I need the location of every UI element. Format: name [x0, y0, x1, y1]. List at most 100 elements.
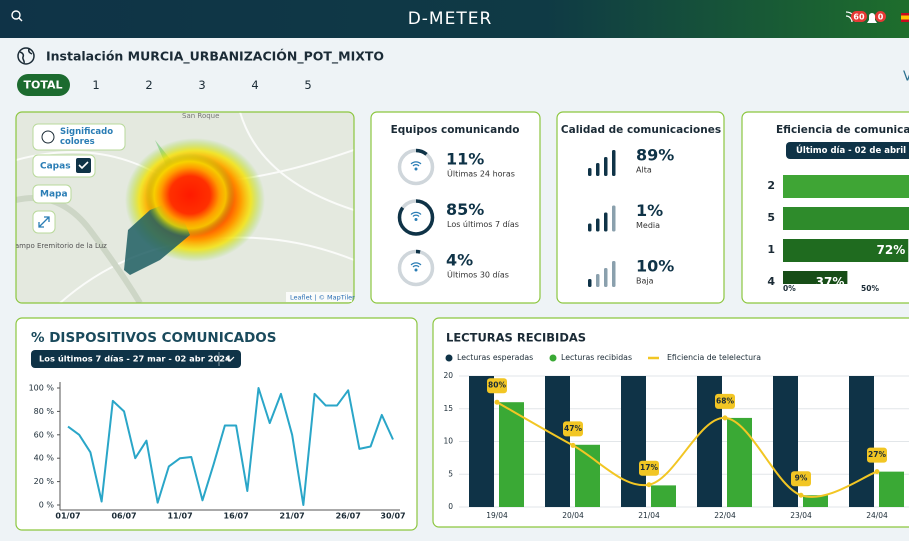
signal-bar	[612, 261, 616, 287]
y-tick-label: 5	[448, 469, 453, 478]
badge-count: 60	[853, 13, 865, 22]
map-button-label: Mapa	[40, 190, 68, 200]
signal-bar	[612, 150, 616, 176]
bar	[469, 376, 494, 507]
bar	[727, 417, 752, 507]
bar-chart: 72% 37%	[783, 175, 909, 284]
tab[interactable]: 5	[304, 78, 311, 92]
stat-period: Los últimos 7 días	[447, 220, 519, 229]
globe-icon	[17, 47, 35, 65]
card-title: Equipos comunicando	[391, 124, 520, 136]
period: Los últimos 7 días - 27 mar - 02 abr 202…	[39, 354, 231, 364]
x-tick-label: 16/07	[224, 512, 249, 521]
stat-value: 89%	[636, 146, 674, 165]
tab[interactable]: 4	[251, 78, 258, 92]
signal-bar	[596, 218, 600, 232]
flag	[901, 15, 909, 20]
label-bg	[867, 447, 887, 463]
x-tick-label: 26/07	[336, 512, 361, 521]
x-tick-label: 19/04	[486, 511, 508, 520]
ring-arc	[397, 249, 435, 287]
map-button[interactable]	[32, 184, 72, 204]
x-tick-label: 11/07	[167, 512, 192, 521]
bar	[783, 207, 909, 230]
x-tick-label: 22/04	[714, 511, 736, 520]
x-tick-label: 01/07	[55, 512, 80, 521]
signal-bar	[604, 212, 608, 232]
ring-arc	[397, 148, 435, 186]
tab[interactable]: 3	[198, 78, 205, 92]
card	[15, 317, 418, 531]
period-pill[interactable]	[31, 350, 241, 368]
tab-active[interactable]	[17, 74, 70, 96]
tab[interactable]: 2	[145, 78, 152, 92]
bar	[879, 471, 904, 507]
period-pill[interactable]	[786, 142, 909, 159]
y-tick-label: 100 %	[29, 384, 55, 393]
card-title: Calidad de comunicaciones	[561, 124, 721, 136]
signal-dot	[414, 167, 418, 171]
bar	[773, 376, 798, 507]
search-icon[interactable]	[11, 10, 23, 22]
label-bg	[715, 393, 735, 409]
signal-dot	[414, 268, 418, 272]
bar	[849, 376, 874, 507]
value-label: 9%	[795, 474, 808, 483]
place-label: San Roque	[182, 112, 219, 120]
legend-label: Eficiencia de telelectura	[667, 353, 761, 362]
bar	[783, 271, 848, 284]
ring-arc	[397, 199, 435, 236]
link[interactable]: V	[903, 70, 909, 85]
info-icon	[41, 130, 55, 144]
x-tick-label: 24/04	[866, 511, 888, 520]
legend-swatch	[445, 354, 453, 362]
y-tick-label: 10	[443, 437, 453, 446]
point	[722, 415, 728, 421]
signal-bar	[596, 163, 600, 176]
x-tick-label: 21/07	[280, 512, 305, 521]
category-label: 4	[767, 275, 775, 288]
y-tick-label: 0 %	[39, 501, 55, 510]
signal-bar	[588, 223, 592, 232]
line	[496, 401, 878, 498]
brand: D-METER	[408, 9, 493, 29]
y-tick-label: 20	[443, 371, 453, 380]
legend-button[interactable]	[32, 123, 126, 151]
bar	[783, 175, 909, 198]
stat-value: 11%	[446, 150, 484, 169]
signal-bar	[604, 268, 608, 287]
tab[interactable]: TOTAL	[23, 79, 62, 92]
bar	[499, 402, 524, 507]
map[interactable]	[16, 112, 354, 303]
legend-label: Lecturas recibidas	[561, 353, 632, 362]
stat-value: 4%	[446, 251, 473, 270]
bell-icon[interactable]	[867, 13, 877, 23]
x-tick-label: 50%	[861, 284, 879, 293]
signal-bar	[588, 279, 592, 287]
y-tick-label: 15	[443, 404, 453, 413]
bar	[651, 485, 676, 507]
card-title: LECTURAS RECIBIDAS	[446, 331, 586, 345]
tab[interactable]: 1	[92, 78, 99, 92]
point	[570, 442, 576, 448]
installation-title: Instalación MURCIA_URBANIZACIÓN_POT_MIXT…	[46, 49, 384, 65]
point	[874, 469, 880, 475]
value-label: 72%	[877, 243, 906, 257]
signal-icon	[410, 262, 422, 268]
attribution[interactable]: Leaflet | © MapTiler	[290, 294, 355, 302]
card	[370, 111, 541, 304]
badge	[875, 11, 886, 22]
x-tick-label: 06/07	[111, 512, 136, 521]
stat-level: Media	[636, 221, 660, 230]
legend-label: Lecturas esperadas	[457, 353, 533, 362]
x-tick-label: 0%	[783, 284, 796, 293]
signal-dot	[414, 218, 418, 221]
signal-icon	[410, 211, 422, 217]
badge	[851, 11, 867, 22]
stat-level: Baja	[636, 277, 654, 286]
chevron	[225, 356, 235, 362]
layers-label: Capas	[40, 162, 71, 172]
point	[494, 399, 500, 405]
category-label: 5	[767, 211, 775, 224]
